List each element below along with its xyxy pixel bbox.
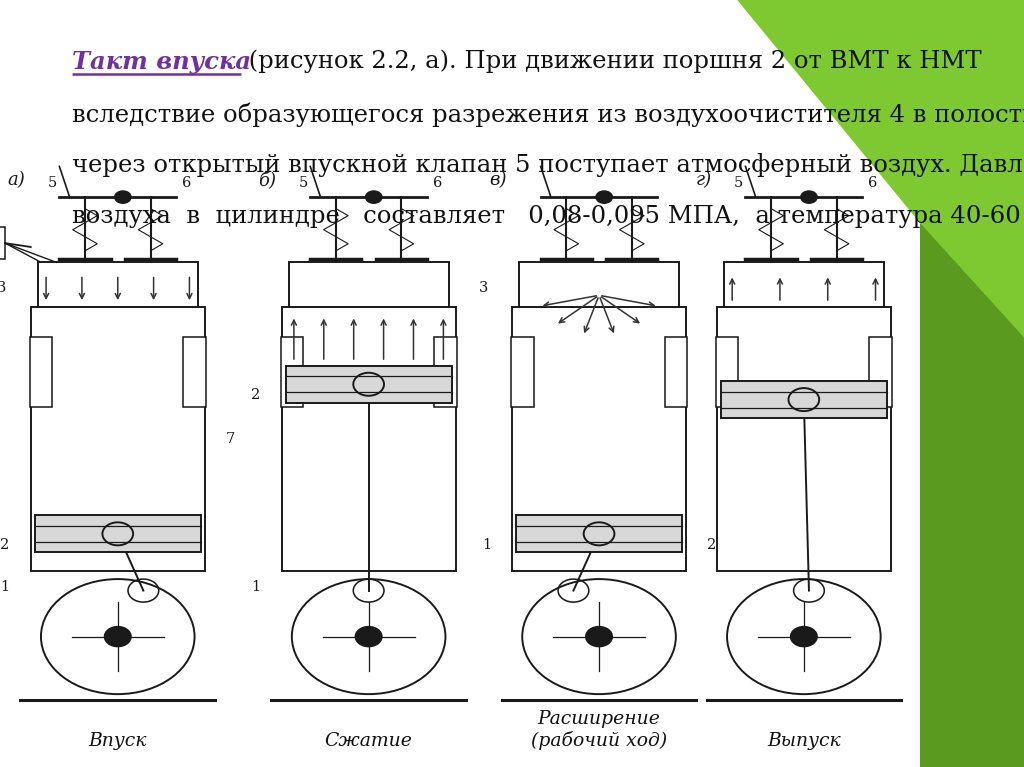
Circle shape [801, 191, 817, 203]
Text: Впуск: Впуск [88, 732, 147, 750]
Text: в): в) [489, 172, 507, 189]
Text: через открытый впускной клапан 5 поступает атмосферный воздух. Давление: через открытый впускной клапан 5 поступа… [72, 153, 1024, 177]
Bar [716, 337, 738, 407]
Bar [516, 515, 682, 552]
Text: Выпуск: Выпуск [767, 732, 841, 750]
Text: 1: 1 [252, 580, 260, 594]
Bar [724, 262, 884, 307]
Bar [869, 337, 892, 407]
Text: 3: 3 [0, 281, 7, 295]
Circle shape [586, 627, 612, 647]
Bar [30, 337, 52, 407]
Bar [10, 245, 901, 759]
Text: 2: 2 [251, 388, 261, 402]
Circle shape [355, 627, 382, 647]
Text: 6: 6 [432, 176, 442, 190]
Text: 5: 5 [298, 176, 308, 190]
Circle shape [791, 627, 817, 647]
Text: воздуха  в  цилиндре   составляет   0,08-0,095 МПА,  а температура 40-60 °С.: воздуха в цилиндре составляет 0,08-0,095… [72, 205, 1024, 228]
Text: а): а) [8, 172, 26, 189]
Text: б): б) [258, 172, 276, 189]
Text: 7: 7 [225, 432, 236, 446]
Circle shape [596, 191, 612, 203]
Text: (рисунок 2.2, а). При движении поршня 2 от ВМТ к НМТ: (рисунок 2.2, а). При движении поршня 2 … [241, 50, 981, 74]
Bar [665, 337, 687, 407]
Bar [38, 262, 198, 307]
Text: Расширение
(рабочий ход): Расширение (рабочий ход) [530, 710, 668, 750]
Text: Такт впуска: Такт впуска [72, 50, 251, 74]
Text: 2: 2 [707, 538, 717, 551]
Text: 3: 3 [478, 281, 488, 295]
Bar [282, 307, 456, 571]
Bar [721, 381, 887, 418]
Text: 1: 1 [482, 538, 490, 551]
Bar [286, 366, 452, 403]
Bar [717, 307, 891, 571]
Text: 5: 5 [47, 176, 57, 190]
Circle shape [115, 191, 131, 203]
Bar [519, 262, 679, 307]
Text: 2: 2 [0, 538, 10, 551]
Circle shape [104, 627, 131, 647]
Bar [183, 337, 206, 407]
Text: 6: 6 [181, 176, 191, 190]
Bar [0, 0, 920, 767]
Text: Сжатие: Сжатие [325, 732, 413, 750]
Bar [35, 515, 201, 552]
Bar [281, 337, 303, 407]
Bar [512, 307, 686, 571]
Text: 1: 1 [1, 580, 9, 594]
Polygon shape [920, 0, 1024, 767]
Text: 5: 5 [733, 176, 743, 190]
Text: г): г) [695, 172, 712, 189]
Circle shape [366, 191, 382, 203]
Text: вследствие образующегося разрежения из воздухоочистителя 4 в полость цилиндра 7: вследствие образующегося разрежения из в… [72, 102, 1024, 127]
Bar [434, 337, 457, 407]
Polygon shape [737, 0, 1024, 337]
Text: 6: 6 [867, 176, 878, 190]
Bar [31, 307, 205, 571]
Bar [0, 227, 5, 259]
Bar [289, 262, 449, 307]
Bar [511, 337, 534, 407]
